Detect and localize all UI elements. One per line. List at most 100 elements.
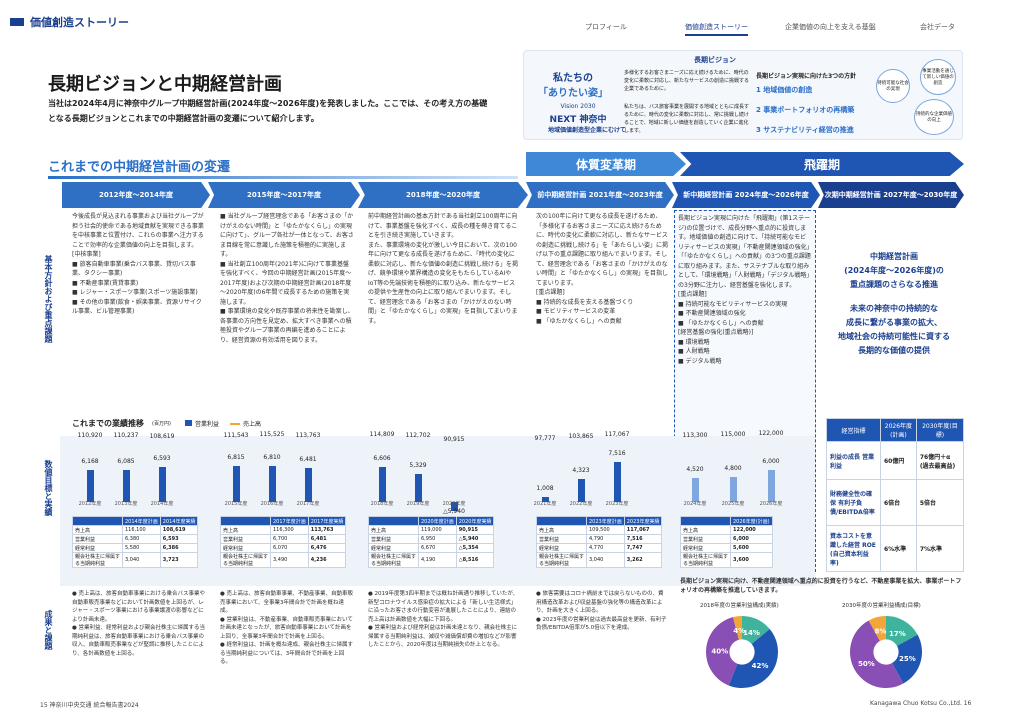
op-label: 6,481 (299, 455, 317, 463)
year-label: 2012年度 (78, 501, 102, 507)
section-heading: これまでの中期経営計画の変遷 (48, 160, 231, 175)
year-label: 2020年度 (442, 501, 466, 507)
op-label: 6,815 (227, 454, 245, 462)
long-term-vision-box: 長期ビジョン 私たちの 「ありたい姿」 Vision 2030 NEXT 神奈中 … (523, 50, 963, 140)
pie-slice (728, 629, 778, 688)
performance-chart: 6,168 110,920 2012年度 6,085 110,237 2013年度 6,59… (60, 430, 815, 515)
op-label: 4,323 (572, 467, 590, 475)
nav-value-story[interactable]: 価値創造ストーリー (685, 22, 748, 36)
op-label: 4,520 (686, 466, 704, 474)
period-4: 前中期経営計画 2021年度～2023年度 (526, 182, 674, 208)
goals-table: 経営指標 2026年度(計画) 2030年度(目標) 利益の成長 営業利益 60億円 7… (826, 418, 965, 572)
op-bar (415, 473, 422, 502)
year-label: 2016年度 (260, 501, 284, 507)
op-bar (123, 469, 130, 502)
next-plan-text: 中期経営計画 (2024年度～2026年度)の 重点課題のさらなる推進 未来の神奈中… (838, 252, 950, 355)
vision-2030: Vision 2030 (560, 103, 596, 110)
op-bar (233, 466, 240, 502)
page-title: 長期ビジョンと中期経営計画 (48, 74, 282, 95)
nav-foundation[interactable]: 企業価値の向上を支える基盤 (785, 23, 876, 31)
vision-next: NEXT 神奈中 (549, 115, 607, 125)
perf-title: これまでの業績推移 (72, 419, 144, 428)
legend-op: 営業利益 (195, 421, 220, 428)
op-bar (269, 466, 276, 502)
pie-value: 17% (889, 630, 906, 638)
sales-label: 115,525 (259, 431, 285, 439)
policy-title: 長期ビジョン実現に向けた3つの方針 (756, 73, 857, 80)
year-label: 2022年度 (569, 501, 593, 507)
sales-label: 110,237 (113, 432, 139, 440)
sales-label: 90,915 (443, 435, 465, 443)
pie-hole (873, 639, 899, 665)
year-label: 2019年度 (406, 501, 430, 507)
row-label-targets: 数値目標と実績 (44, 460, 53, 516)
op-bar (542, 496, 549, 502)
pie-value: 14% (743, 629, 760, 637)
policy-2: 2 事業ポートフォリオの再構築 (756, 106, 855, 114)
portfolio-note: 長期ビジョン実現に向け、不動産関連領域へ重点的に投資を行うなど、不動産事業を拡大… (680, 578, 962, 594)
sales-label: 112,702 (405, 431, 431, 439)
op-bar (159, 467, 166, 502)
pie-value: 8% (875, 627, 887, 635)
op-label: 4,800 (724, 464, 742, 472)
cycle-item-3: 持続的な企業価値の向上 (914, 99, 954, 135)
year-label: 2013年度 (114, 501, 138, 507)
vision-slogan: 私たちの 「ありたい姿」 (538, 73, 608, 99)
legend-op-swatch (185, 420, 192, 426)
sales-label: 97,777 (534, 434, 556, 442)
nav-profile[interactable]: プロフィール (585, 23, 627, 31)
cycle-item-2: 事業活動を通じて新しい価値の創造 (920, 59, 956, 95)
policy-1: 1 地域価値の創造 (756, 86, 813, 94)
year-label: 2025年度 (721, 501, 745, 507)
band-transformation: 体質変革期 (526, 152, 686, 176)
op-bar (578, 479, 585, 502)
row-label-results: 成果と課題 (44, 610, 53, 650)
sales-label: 103,865 (568, 433, 594, 441)
period-2: 2015年度～2017年度 (208, 182, 360, 208)
lead-text: 当社は2024年4月に神奈中グループ中期経営計画(2024年度～2026年度)を… (48, 99, 488, 123)
section-marker (10, 18, 24, 26)
year-label: 2014年度 (150, 501, 174, 507)
vision-label: 長期ビジョン (694, 56, 736, 64)
policy-text-2012: 今後成長が見込まれる事業および当社グループが担う社会的使命である地域貢献を実現で… (72, 213, 204, 315)
plan-table: 2020年度計画 2020年度実績 売上高 119,000 90,915 営業利益 6,95… (368, 516, 495, 568)
op-label: 6,168 (81, 457, 99, 465)
result-2018: ● 2019年度第3四半期までは概ね計画通り推移していたが、新型コロナウイルス感… (368, 591, 519, 648)
sales-label: 117,067 (604, 430, 630, 438)
sales-label: 113,300 (682, 431, 708, 439)
sales-label: 110,920 (77, 432, 103, 440)
portfolio-pies: 14% 42% 40% 4% 17% 25% 50% 8% (706, 616, 922, 688)
pie-value: 40% (711, 648, 728, 656)
nav-company-data[interactable]: 会社データ (920, 23, 955, 31)
op-label: △5,940 (443, 508, 465, 515)
section-title: 価値創造ストーリー (30, 16, 129, 29)
policy-text-2015: ■ 当社グループ経営理念である「お客さまの「かけがえのない時間」と「ゆたかなくら… (220, 213, 354, 344)
result-2012: ● 売上高は、旅客自動車事業における乗合バス事業や自動車販売事業などにおいて計画… (72, 591, 206, 657)
result-2015: ● 売上高は、旅客自動車事業、不動産事業、自動車販売事業において、全事業3年間合… (220, 591, 354, 665)
sales-label: 113,763 (295, 431, 321, 439)
op-bar (305, 467, 312, 502)
result-2021: ● 旅客需要はコロナ禍前までは戻らないものの、費用構造改革および収益基盤の強化等… (536, 591, 667, 631)
plan-table: 2026年度(計画) 売上高 122,000 営業利益 6,000 経常利益 5,600 親会… (680, 516, 773, 568)
pie-hole (729, 639, 755, 665)
footer-left: 15 神奈川中央交通 統合報告書2024 (40, 702, 139, 709)
year-label: 2023年度 (605, 501, 629, 507)
op-label: 5,329 (409, 461, 427, 469)
vision-desc-2: 私たちは、バス旅客事業を展開する地域とともに成長するために、時代の変化に柔軟に対… (624, 104, 750, 134)
plan-table: 2023年度計画 2023年度実績 売上高 109,500 117,067 営業利益 4,7… (536, 516, 663, 568)
policy-3: 3 サステナビリティ経営の推進 (756, 126, 854, 134)
year-label: 2021年度 (533, 501, 557, 507)
pie1-title: 2018年度の営業利益構成(実績) (700, 603, 779, 609)
policy-text-2021: 次の100年に向けて更なる成長を遂げるため、「多様化するお客さまニーズに応え続け… (536, 213, 669, 325)
plan-table: 2017年度計画 2017年度実績 売上高 116,300 113,763 営業利益 6,7… (220, 516, 347, 568)
op-label: 6,085 (117, 457, 135, 465)
pie-value: 50% (858, 660, 875, 668)
year-label: 2015年度 (224, 501, 248, 507)
vision-sub: 地域価値創造型企業にむけて (547, 127, 626, 134)
op-bar (730, 476, 737, 502)
pie-value: 25% (899, 655, 916, 663)
op-bar (692, 478, 699, 502)
sales-label: 115,000 (720, 431, 746, 439)
sales-label: 114,809 (369, 431, 395, 439)
plan-table: 2014年度計画 2014年度実績 売上高 116,100 108,619 営業利益 6,3… (72, 516, 199, 568)
